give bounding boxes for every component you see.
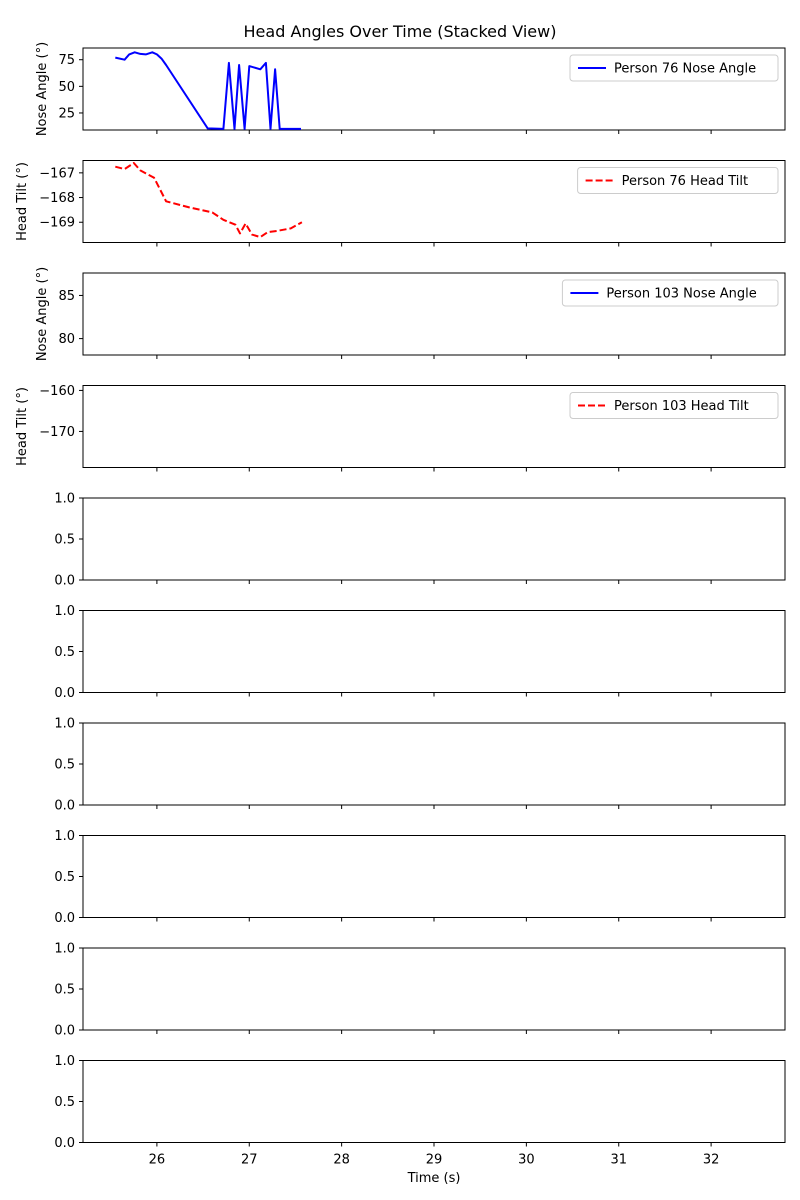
y-tick-label: 75 — [58, 53, 75, 68]
y-tick-label: 0.0 — [54, 574, 75, 589]
x-tick-label: 27 — [241, 1153, 258, 1168]
panel-3: 80 85 Nose Angle (°) Person 103 Nose Angle — [35, 267, 786, 361]
series-line — [115, 51, 301, 130]
panel-10: 0.0 0.5 1.0 26 27 28 29 30 31 32 — [54, 1054, 786, 1168]
panels-group: 25 50 75 Nose Angle (°) Person 76 Nose Angle… — [15, 42, 786, 1168]
legend-box — [569, 54, 779, 82]
y-tick-label: −167 — [39, 166, 75, 181]
y-tick-label: 0.5 — [54, 645, 75, 660]
legend-box — [561, 279, 779, 307]
y-tick-label: −168 — [39, 191, 75, 206]
y-tick-label: 1.0 — [54, 492, 75, 507]
panel-frame — [82, 610, 786, 693]
y-axis-label: Nose Angle (°) — [35, 42, 50, 136]
y-tick-label: 0.0 — [54, 686, 75, 701]
y-tick-label: −169 — [39, 216, 75, 231]
x-tick-label: 29 — [426, 1153, 443, 1168]
y-tick-label: 0.0 — [54, 1136, 75, 1151]
panel-5: 0.0 0.5 1.0 — [54, 492, 786, 589]
y-tick-label: 1.0 — [54, 604, 75, 619]
y-tick-label: 1.0 — [54, 1054, 75, 1069]
panel-4: −170 −160 Head Tilt (°) Person 103 Head Til… — [15, 384, 786, 472]
y-axis-label: Head Tilt (°) — [15, 387, 30, 466]
x-tick-label: 31 — [610, 1153, 627, 1168]
x-tick-label: 28 — [333, 1153, 350, 1168]
legend-label: Person 103 Nose Angle — [606, 287, 756, 302]
y-axis-label: Nose Angle (°) — [35, 267, 50, 361]
legend-box — [577, 167, 779, 194]
y-tick-label: 0.0 — [54, 1024, 75, 1039]
legend-label: Person 76 Nose Angle — [614, 62, 756, 77]
y-tick-label: 0.5 — [54, 983, 75, 998]
panel-frame — [82, 947, 786, 1031]
y-tick-label: 0.5 — [54, 1095, 75, 1110]
panel-1: 25 50 75 Nose Angle (°) Person 76 Nose Angle — [35, 42, 786, 136]
y-tick-label: −170 — [39, 425, 75, 440]
y-tick-label: 0.0 — [54, 799, 75, 814]
panel-frame — [82, 497, 786, 581]
y-tick-label: 1.0 — [54, 829, 75, 844]
y-tick-label: 0.5 — [54, 870, 75, 885]
legend-box — [569, 392, 779, 419]
y-tick-label: 1.0 — [54, 942, 75, 957]
y-tick-label: 50 — [58, 80, 75, 95]
panel-frame — [82, 835, 786, 918]
chart-title: Head Angles Over Time (Stacked View) — [244, 22, 557, 41]
x-axis-label: Time (s) — [407, 1171, 461, 1186]
y-tick-label: 85 — [58, 289, 75, 304]
panel-7: 0.0 0.5 1.0 — [54, 717, 786, 814]
legend-label: Person 103 Head Tilt — [614, 399, 749, 414]
y-tick-label: 25 — [58, 106, 75, 121]
panel-9: 0.0 0.5 1.0 — [54, 942, 786, 1039]
x-tick-label: 32 — [703, 1153, 720, 1168]
y-axis-label: Head Tilt (°) — [15, 162, 30, 241]
y-tick-label: 1.0 — [54, 717, 75, 732]
x-tick-label: 26 — [149, 1153, 166, 1168]
panel-8: 0.0 0.5 1.0 — [54, 829, 786, 926]
legend-label: Person 76 Head Tilt — [622, 174, 748, 189]
y-tick-label: 0.0 — [54, 911, 75, 926]
panel-frame — [82, 1060, 786, 1143]
y-tick-label: −160 — [39, 384, 75, 399]
y-tick-label: 0.5 — [54, 533, 75, 548]
y-tick-label: 80 — [58, 332, 75, 347]
y-tick-label: 0.5 — [54, 758, 75, 773]
x-tick-label: 30 — [518, 1153, 535, 1168]
panel-frame — [82, 722, 786, 806]
panel-6: 0.0 0.5 1.0 — [54, 604, 786, 701]
panel-2: −169 −168 −167 Head Tilt (°) Person 76 Head … — [15, 160, 786, 247]
